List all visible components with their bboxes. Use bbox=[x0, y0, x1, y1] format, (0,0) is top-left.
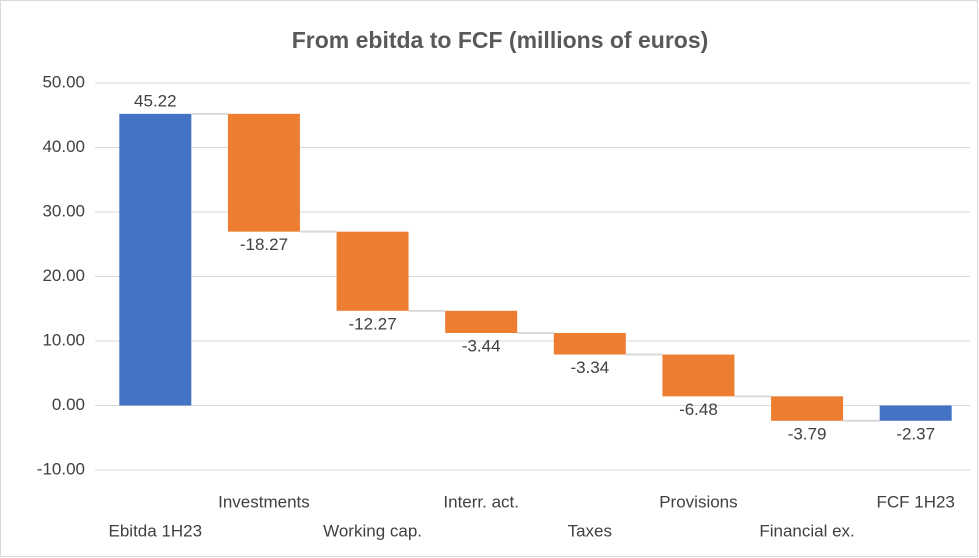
y-tick-label: 30.00 bbox=[42, 201, 85, 220]
data-label: -3.44 bbox=[462, 336, 501, 355]
bar bbox=[227, 113, 300, 232]
x-tick-label: Interr. act. bbox=[443, 492, 519, 511]
y-tick-label: 0.00 bbox=[52, 395, 85, 414]
bar bbox=[771, 396, 844, 421]
data-label: -2.37 bbox=[896, 424, 935, 443]
bar bbox=[553, 333, 626, 355]
x-tick-label: Ebitda 1H23 bbox=[109, 521, 203, 540]
y-tick-label: 40.00 bbox=[42, 137, 85, 156]
bar bbox=[336, 231, 409, 311]
data-label: -6.48 bbox=[679, 400, 718, 419]
data-label: -3.34 bbox=[570, 358, 609, 377]
bar bbox=[879, 405, 952, 421]
y-tick-label: -10.00 bbox=[37, 459, 85, 478]
data-label: -18.27 bbox=[240, 235, 288, 254]
data-label: -12.27 bbox=[348, 314, 396, 333]
y-tick-label: 50.00 bbox=[42, 72, 85, 91]
x-tick-label: FCF 1H23 bbox=[876, 492, 954, 511]
y-tick-label: 20.00 bbox=[42, 266, 85, 285]
bar bbox=[119, 113, 192, 406]
x-tick-label: Provisions bbox=[659, 492, 737, 511]
x-tick-label: Financial ex. bbox=[759, 521, 854, 540]
bar bbox=[662, 354, 735, 397]
y-tick-label: 10.00 bbox=[42, 330, 85, 349]
x-tick-label: Taxes bbox=[568, 521, 612, 540]
x-tick-label: Investments bbox=[218, 492, 310, 511]
bar bbox=[445, 310, 518, 334]
data-label: 45.22 bbox=[134, 91, 177, 110]
x-tick-label: Working cap. bbox=[323, 521, 422, 540]
data-label: -3.79 bbox=[788, 424, 827, 443]
chart-title: From ebitda to FCF (millions of euros) bbox=[292, 27, 709, 53]
